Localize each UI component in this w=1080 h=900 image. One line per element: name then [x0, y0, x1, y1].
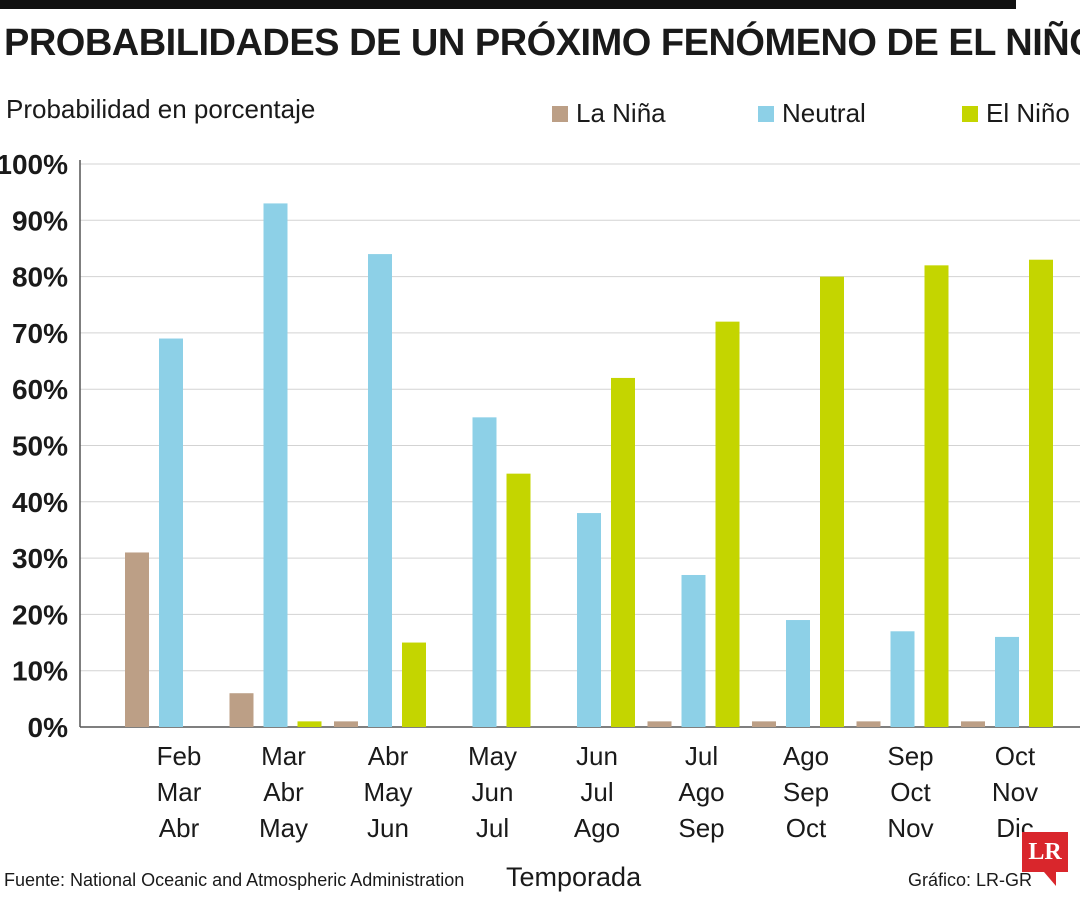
x-tick-label: Jun — [367, 813, 409, 843]
lr-logo-tail — [1044, 872, 1056, 886]
y-tick-label: 40% — [12, 487, 68, 518]
bar-el-nino — [820, 276, 844, 727]
credit-note: Gráfico: LR-GR — [908, 870, 1033, 890]
bar-el-nino — [715, 321, 740, 727]
legend-label-la-nina: La Niña — [576, 98, 666, 128]
bar-la-nina — [334, 721, 358, 727]
bar-el-nino — [506, 473, 531, 727]
x-tick-label: Ago — [678, 777, 724, 807]
bar-la-nina — [229, 693, 254, 727]
y-tick-label: 80% — [12, 262, 68, 293]
x-tick-label: Oct — [890, 777, 931, 807]
legend-swatch-la-nina — [552, 105, 568, 122]
top-rule — [0, 0, 1016, 9]
bar-neutral — [263, 203, 288, 727]
bar-neutral — [159, 338, 183, 727]
x-tick-label: Sep — [887, 741, 933, 771]
lr-logo: LR — [1022, 832, 1068, 872]
x-tick-label: Sep — [783, 777, 829, 807]
chart-title: PROBABILIDADES DE UN PRÓXIMO FENÓMENO DE… — [4, 22, 1080, 64]
x-tick-label: Jul — [476, 813, 509, 843]
x-tick-label: Nov — [887, 813, 933, 843]
x-tick-label: May — [259, 813, 308, 843]
x-tick-label: May — [363, 777, 412, 807]
legend-item-el-nino: El Niño — [962, 98, 1070, 129]
y-tick-label: 10% — [12, 656, 68, 687]
bar-neutral — [995, 636, 1019, 727]
source-note: Fuente: National Oceanic and Atmospheric… — [4, 870, 465, 890]
y-tick-label: 20% — [12, 599, 68, 630]
y-tick-label: 50% — [12, 431, 68, 462]
bar-neutral — [890, 631, 915, 727]
x-tick-label: Abr — [159, 813, 200, 843]
x-tick-label: Abr — [368, 741, 409, 771]
x-tick-label: Jun — [472, 777, 514, 807]
x-tick-label: Oct — [995, 741, 1036, 771]
bar-la-nina — [961, 721, 985, 727]
x-tick-label: Mar — [261, 741, 306, 771]
x-tick-label: Jul — [685, 741, 718, 771]
x-tick-label: Oct — [786, 813, 827, 843]
y-tick-label: 90% — [12, 205, 68, 236]
bar-el-nino — [402, 642, 426, 727]
bar-la-nina — [856, 721, 881, 727]
legend-label-el-nino: El Niño — [986, 98, 1070, 128]
bar-chart: 0% 10% 20% 30% 40% 50% 60% 70% 80% 90% 100% Feb Mar A… — [0, 149, 1080, 843]
y-tick-label: 0% — [28, 712, 69, 743]
bar-la-nina — [647, 721, 672, 727]
legend-swatch-el-nino — [962, 105, 978, 122]
bar-neutral — [368, 254, 392, 727]
bar-el-nino — [297, 721, 322, 727]
x-tick-label: Ago — [783, 741, 829, 771]
y-tick-label: 60% — [12, 374, 68, 405]
x-tick-label: Nov — [992, 777, 1038, 807]
bar-el-nino — [1029, 259, 1053, 727]
x-axis-label: Temporada — [506, 862, 642, 892]
legend-item-la-nina: La Niña — [552, 98, 666, 129]
legend-swatch-neutral — [758, 105, 774, 122]
x-tick-label: May — [468, 741, 517, 771]
x-tick-label: Abr — [263, 777, 304, 807]
bar-neutral — [681, 574, 706, 727]
y-tick-label: 30% — [12, 543, 68, 574]
legend-item-neutral: Neutral — [758, 98, 866, 129]
y-axis-label: Probabilidad en porcentaje — [6, 94, 316, 124]
bar-neutral — [577, 513, 601, 727]
y-tick-label: 70% — [12, 318, 68, 349]
bar-el-nino — [611, 377, 635, 727]
x-tick-label: Feb — [157, 741, 202, 771]
bar-la-nina — [752, 721, 776, 727]
x-tick-label: Sep — [678, 813, 724, 843]
bar-neutral — [786, 620, 810, 727]
bar-la-nina — [125, 552, 149, 727]
x-tick-label: Jul — [580, 777, 613, 807]
x-tick-label: Jun — [576, 741, 618, 771]
y-tick-label: 100% — [0, 149, 68, 180]
x-tick-label: Mar — [157, 777, 202, 807]
legend-label-neutral: Neutral — [782, 98, 866, 128]
x-tick-label: Ago — [574, 813, 620, 843]
bar-el-nino — [924, 265, 949, 727]
bar-neutral — [472, 417, 497, 727]
